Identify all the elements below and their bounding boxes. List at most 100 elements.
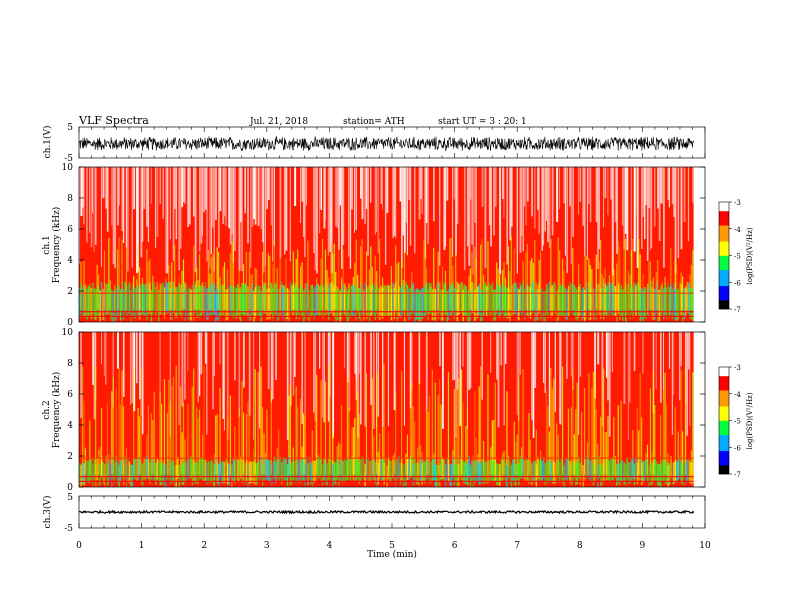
ch1-colorbar-label: log(PSD)(V²/Hz) xyxy=(746,227,754,284)
psd-low-band xyxy=(231,464,233,487)
psd-streak-high xyxy=(370,332,372,405)
psd-low-band xyxy=(254,287,257,318)
psd-low-band xyxy=(98,287,100,318)
psd-low-band xyxy=(660,285,662,317)
colorbar-step xyxy=(719,370,729,373)
psd-streak-high xyxy=(238,332,241,417)
psd-streak-mid xyxy=(117,249,119,310)
psd-low-band xyxy=(136,458,138,481)
psd-low-band xyxy=(441,289,444,321)
psd-low-band xyxy=(528,462,530,484)
psd-streak-high xyxy=(105,167,107,209)
psd-low-band xyxy=(340,288,343,319)
psd-low-band xyxy=(617,282,620,314)
psd-low-band xyxy=(411,456,413,478)
psd-low-band xyxy=(124,456,126,479)
psd-streak-mid xyxy=(264,245,267,310)
psd-low-band xyxy=(121,281,123,313)
psd-streak-mid xyxy=(81,366,84,475)
psd-streak-mid xyxy=(321,239,324,310)
psd-streak-mid xyxy=(376,270,378,310)
psd-streak-high xyxy=(622,167,624,226)
psd-low-band xyxy=(468,456,470,479)
psd-low-band xyxy=(638,285,640,317)
psd-streak-mid xyxy=(591,269,593,310)
psd-low-band xyxy=(519,282,522,314)
psd-low-band xyxy=(497,463,500,486)
psd-streak-high xyxy=(213,332,215,376)
psd-streak-high xyxy=(133,167,136,210)
psd-streak-high xyxy=(226,332,229,440)
psd-streak-high xyxy=(456,332,459,390)
psd-low-band xyxy=(160,284,163,315)
psd-streak-mid xyxy=(263,433,265,475)
psd-low-band xyxy=(545,283,548,315)
psd-streak-mid xyxy=(437,395,439,475)
psd-low-band xyxy=(393,460,396,483)
psd-low-band xyxy=(340,460,343,483)
psd-low-band xyxy=(168,458,170,480)
psd-streak-mid xyxy=(450,237,452,310)
psd-streak-high xyxy=(455,167,457,256)
psd-streak-high xyxy=(582,167,584,226)
psd-streak-high xyxy=(594,332,596,399)
psd-streak-high xyxy=(370,167,372,203)
psd-low-band xyxy=(305,282,308,314)
psd-low-band xyxy=(269,459,271,482)
psd-streak-mid xyxy=(604,432,606,475)
colorbar-step xyxy=(719,202,729,205)
psd-low-band xyxy=(204,281,207,313)
psd-low-band xyxy=(443,282,445,314)
psd-low-band xyxy=(573,456,576,479)
psd-streak-mid xyxy=(638,239,640,310)
psd-streak-high xyxy=(469,167,472,200)
psd-streak-high xyxy=(420,167,422,199)
psd-streak-mid xyxy=(513,248,515,310)
xtick-label: 0 xyxy=(76,541,82,551)
psd-streak-mid xyxy=(501,453,504,475)
psd-streak-high xyxy=(648,167,651,209)
psd-low-band xyxy=(261,463,264,486)
psd-streak-high xyxy=(386,167,389,213)
colorbar-step xyxy=(719,436,729,439)
colorbar-step xyxy=(719,289,729,292)
psd-streak-high xyxy=(222,167,225,224)
psd-streak-high xyxy=(130,332,132,405)
psd-streak-mid xyxy=(611,254,613,310)
psd-streak-high xyxy=(203,167,205,213)
psd-low-band xyxy=(177,457,179,479)
psd-low-band xyxy=(360,289,362,321)
psd-low-band xyxy=(137,286,140,318)
psd-low-band xyxy=(595,457,598,479)
psd-streak-mid xyxy=(440,404,442,475)
psd-low-band xyxy=(474,461,476,483)
psd-low-band xyxy=(191,463,194,486)
psd-low-band xyxy=(333,461,336,483)
psd-low-band xyxy=(139,456,141,478)
colorbar-step xyxy=(719,271,729,274)
psd-low-band xyxy=(522,457,524,479)
psd-low-band xyxy=(604,459,606,482)
psd-streak-high xyxy=(313,332,315,413)
psd-streak-mid xyxy=(99,447,101,475)
psd-streak-mid xyxy=(475,437,477,475)
psd-streak-high xyxy=(329,167,332,252)
psd-low-band xyxy=(194,461,197,484)
psd-low-band xyxy=(588,457,590,480)
psd-low-band xyxy=(529,462,532,484)
psd-streak-high xyxy=(387,332,390,427)
psd-streak-high xyxy=(425,332,428,414)
colorbar-step xyxy=(719,282,729,285)
psd-low-band xyxy=(210,460,213,482)
psd-low-band xyxy=(150,458,153,481)
psd-low-band xyxy=(136,283,138,315)
psd-streak-high xyxy=(140,332,142,416)
colorbar-step xyxy=(719,307,729,310)
colorbar-step xyxy=(719,269,729,272)
xtick-label: 8 xyxy=(577,541,583,551)
ytick-label: 0 xyxy=(67,318,73,328)
psd-low-band xyxy=(616,290,618,322)
psd-low-band xyxy=(241,461,243,483)
psd-streak-high xyxy=(338,167,340,250)
psd-low-band xyxy=(276,290,279,322)
